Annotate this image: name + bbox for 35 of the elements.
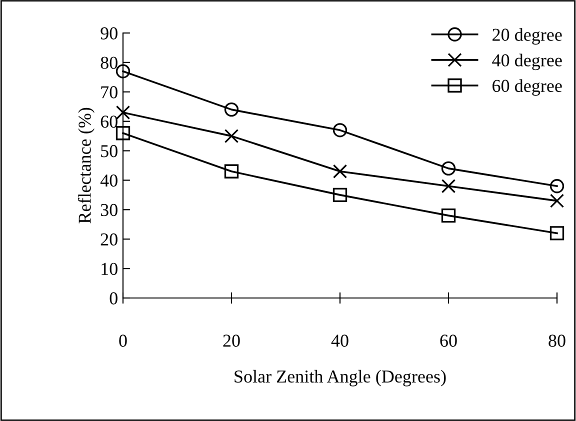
y-tick-label: 70 bbox=[101, 86, 118, 98]
point bbox=[441, 208, 456, 223]
point bbox=[550, 226, 564, 240]
y-tick-label: 10 bbox=[102, 262, 118, 275]
x-tick-label: 60 bbox=[440, 334, 457, 347]
point bbox=[441, 179, 456, 194]
point bbox=[550, 194, 564, 208]
x-tick-label: 20 bbox=[223, 334, 240, 347]
legend-label: 40 degree bbox=[492, 54, 562, 70]
y-tick-label: 50 bbox=[101, 145, 118, 158]
point bbox=[224, 128, 239, 144]
point bbox=[441, 161, 456, 176]
x-axis-title: Solar Zenith Angle (Degrees) bbox=[234, 370, 446, 386]
y-tick-label: 40 bbox=[100, 174, 118, 187]
point bbox=[224, 164, 239, 178]
x-tick-label: 80 bbox=[548, 334, 566, 347]
point bbox=[224, 102, 239, 117]
y-tick-label: 30 bbox=[100, 204, 118, 216]
point bbox=[550, 179, 564, 194]
x-tick-label: 40 bbox=[331, 334, 348, 347]
point bbox=[332, 123, 348, 138]
y-tick-label: 20 bbox=[100, 233, 118, 246]
y-tick-label: 60 bbox=[100, 116, 118, 128]
point bbox=[332, 164, 348, 178]
y-tick-label: 0 bbox=[110, 292, 118, 304]
point bbox=[116, 64, 130, 78]
point bbox=[332, 188, 348, 202]
y-axis-title: Reflectance (%) bbox=[78, 108, 95, 224]
point bbox=[116, 126, 130, 140]
legend-label: 20 degree bbox=[492, 28, 562, 45]
legend-label: 60 degree bbox=[492, 79, 562, 96]
point bbox=[116, 105, 130, 120]
y-tick-label: 90 bbox=[100, 27, 118, 40]
x-tick-label: 0 bbox=[119, 334, 127, 347]
y-tick-label: 80 bbox=[100, 56, 118, 69]
